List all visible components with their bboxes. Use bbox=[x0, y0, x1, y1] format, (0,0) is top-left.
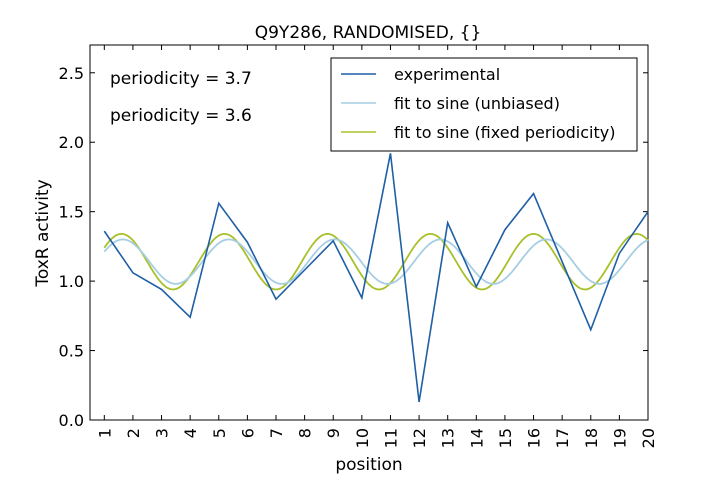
legend: experimental fit to sine (unbiased) fit … bbox=[331, 58, 637, 151]
y-tick-label: 2.0 bbox=[59, 133, 84, 152]
x-tick-label: 5 bbox=[210, 428, 229, 438]
x-tick-label: 1 bbox=[95, 428, 114, 438]
x-tick-label: 15 bbox=[496, 428, 515, 448]
y-axis-label: ToxR activity bbox=[33, 179, 53, 287]
legend-label-unbiased: fit to sine (unbiased) bbox=[394, 94, 560, 113]
x-tick-label: 20 bbox=[639, 428, 658, 448]
y-tick-label: 2.5 bbox=[59, 64, 84, 83]
x-tick-label: 7 bbox=[267, 428, 286, 438]
x-tick-label: 2 bbox=[124, 428, 143, 438]
series-line-fit-unbiased bbox=[104, 239, 648, 283]
x-tick-label: 11 bbox=[381, 428, 400, 448]
x-axis-label: position bbox=[335, 455, 402, 475]
annotation-periodicity-fixed: periodicity = 3.6 bbox=[110, 106, 252, 126]
x-tick-label: 8 bbox=[296, 428, 315, 438]
x-tick-label: 9 bbox=[324, 428, 343, 438]
legend-label-fixed: fit to sine (fixed periodicity) bbox=[394, 123, 615, 142]
x-tick-label: 16 bbox=[525, 428, 544, 448]
x-tick-label: 10 bbox=[353, 428, 372, 448]
chart-title: Q9Y286, RANDOMISED, {} bbox=[255, 23, 482, 43]
y-tick-label: 0.0 bbox=[59, 411, 84, 430]
annotation-periodicity-unbiased: periodicity = 3.7 bbox=[110, 69, 252, 89]
x-tick-label: 3 bbox=[153, 428, 172, 438]
x-tick-label: 18 bbox=[582, 428, 601, 448]
series-line-experimental bbox=[104, 153, 648, 402]
x-tick-label: 12 bbox=[410, 428, 429, 448]
y-tick-label: 1.5 bbox=[59, 203, 84, 222]
y-tick-label: 1.0 bbox=[59, 272, 84, 291]
y-tick-label: 0.5 bbox=[59, 342, 84, 361]
x-tick-label: 17 bbox=[553, 428, 572, 448]
legend-label-experimental: experimental bbox=[394, 65, 500, 84]
x-tick-label: 14 bbox=[467, 428, 486, 448]
x-tick-label: 6 bbox=[238, 428, 257, 438]
x-tick-label: 19 bbox=[610, 428, 629, 448]
series-lines bbox=[104, 153, 648, 402]
x-tick-label: 13 bbox=[439, 428, 458, 448]
x-tick-label: 4 bbox=[181, 428, 200, 438]
